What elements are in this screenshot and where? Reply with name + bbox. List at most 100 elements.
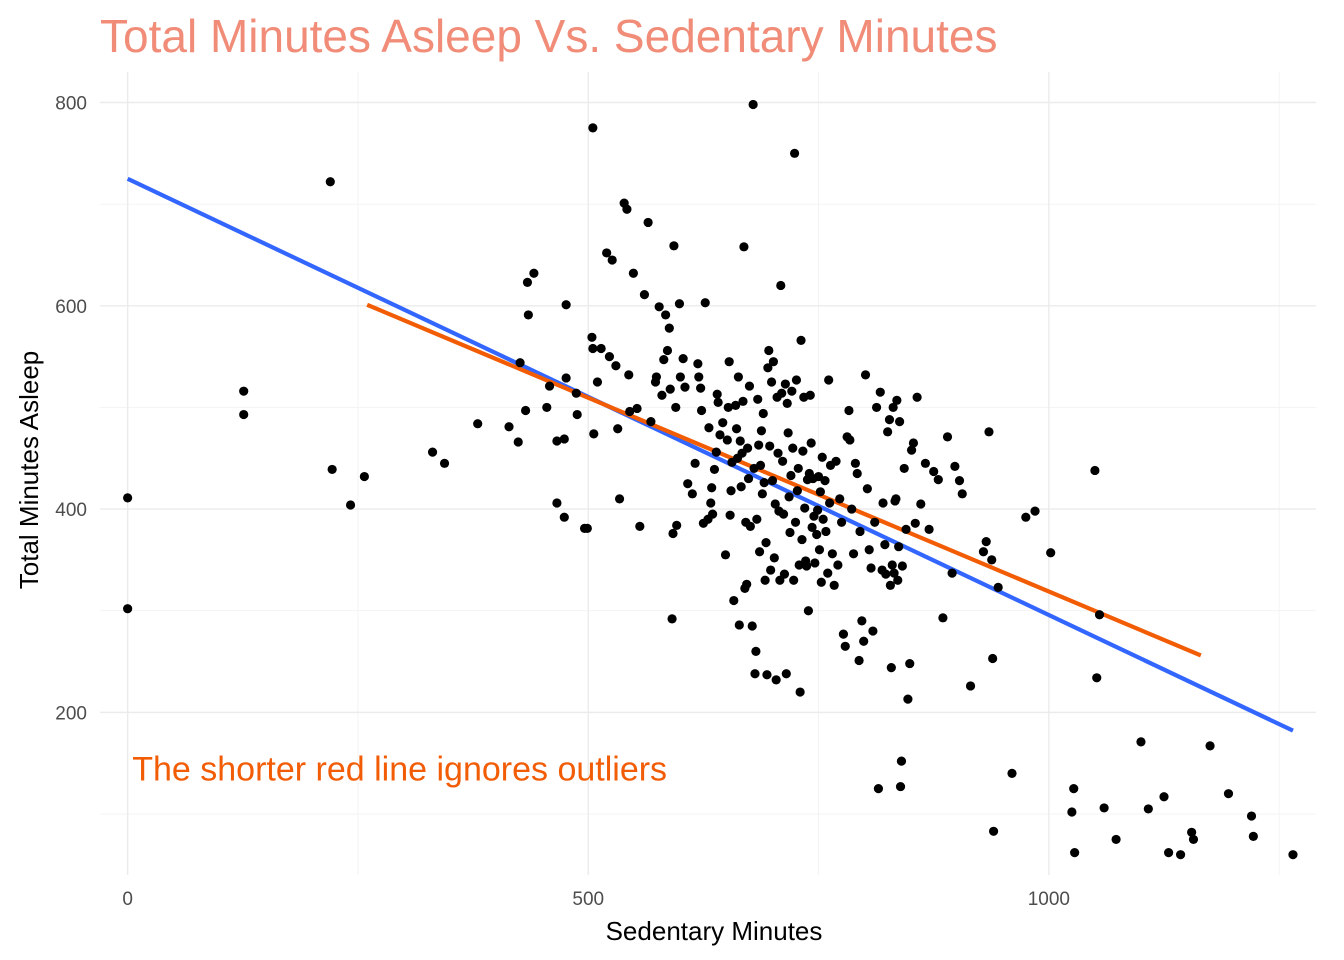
data-point bbox=[816, 577, 826, 587]
data-point bbox=[694, 372, 704, 382]
data-point bbox=[792, 486, 802, 496]
data-point bbox=[785, 527, 795, 538]
data-point bbox=[1046, 548, 1056, 558]
data-point bbox=[654, 302, 664, 312]
data-point bbox=[708, 509, 718, 519]
data-point bbox=[773, 448, 783, 458]
data-point bbox=[903, 694, 913, 704]
data-point bbox=[783, 428, 793, 438]
data-point bbox=[787, 386, 797, 396]
data-point bbox=[622, 204, 632, 214]
data-point bbox=[798, 446, 808, 456]
data-point bbox=[659, 355, 669, 365]
data-point bbox=[529, 268, 539, 278]
data-point bbox=[840, 641, 850, 651]
chart-title: Total Minutes Asleep Vs. Sedentary Minut… bbox=[100, 10, 997, 62]
tick-labels: 0 500 1000 200 400 600 800 bbox=[55, 93, 1070, 910]
data-point bbox=[665, 384, 675, 394]
data-point bbox=[552, 498, 562, 508]
data-point bbox=[857, 616, 867, 626]
data-point bbox=[763, 363, 773, 373]
data-point bbox=[561, 373, 571, 383]
data-point bbox=[643, 217, 653, 228]
data-point bbox=[836, 517, 847, 527]
data-point bbox=[862, 484, 872, 494]
data-point bbox=[427, 447, 438, 457]
data-point bbox=[542, 402, 552, 413]
data-point bbox=[988, 653, 998, 664]
data-point bbox=[895, 781, 906, 792]
data-point bbox=[850, 458, 860, 468]
y-tick-label: 200 bbox=[55, 703, 87, 724]
data-point bbox=[833, 560, 843, 570]
data-point bbox=[933, 474, 943, 485]
data-point bbox=[807, 522, 817, 532]
data-point bbox=[709, 464, 720, 475]
data-point bbox=[827, 549, 837, 559]
data-point bbox=[823, 568, 833, 578]
data-point bbox=[817, 452, 827, 462]
data-point bbox=[731, 424, 742, 434]
data-point bbox=[614, 494, 625, 504]
data-point bbox=[789, 575, 799, 585]
data-point bbox=[993, 582, 1003, 592]
data-point bbox=[726, 486, 736, 496]
data-point bbox=[896, 756, 907, 766]
data-point bbox=[588, 343, 598, 354]
data-point bbox=[522, 277, 533, 288]
data-point bbox=[801, 561, 812, 571]
data-point bbox=[123, 493, 133, 503]
data-point bbox=[675, 372, 685, 382]
data-point bbox=[712, 389, 722, 399]
data-point bbox=[1090, 465, 1100, 476]
data-point bbox=[821, 526, 831, 537]
data-point bbox=[1070, 848, 1080, 858]
data-point bbox=[806, 438, 816, 448]
data-point bbox=[778, 509, 789, 519]
data-point bbox=[604, 352, 615, 362]
data-point bbox=[957, 489, 967, 499]
data-point bbox=[745, 521, 755, 531]
data-point bbox=[1094, 610, 1105, 620]
data-point bbox=[780, 379, 790, 389]
data-point bbox=[905, 658, 915, 669]
data-point bbox=[829, 580, 839, 590]
data-point bbox=[625, 406, 635, 417]
data-point bbox=[720, 550, 731, 560]
data-point bbox=[735, 436, 745, 446]
data-point bbox=[700, 298, 710, 308]
data-point bbox=[844, 405, 854, 416]
data-point bbox=[878, 498, 888, 508]
data-point bbox=[758, 408, 768, 419]
data-point bbox=[733, 372, 744, 382]
data-point bbox=[674, 299, 685, 309]
data-point bbox=[766, 377, 777, 387]
data-point bbox=[513, 437, 523, 447]
data-point bbox=[824, 375, 834, 385]
data-point bbox=[725, 510, 735, 520]
data-point bbox=[1067, 807, 1077, 817]
data-point bbox=[635, 521, 645, 531]
data-point bbox=[628, 268, 638, 278]
data-point bbox=[978, 547, 989, 557]
data-point bbox=[607, 255, 617, 265]
y-tick-label: 800 bbox=[55, 93, 87, 114]
data-point bbox=[751, 646, 761, 656]
data-point bbox=[767, 476, 778, 486]
data-point bbox=[345, 500, 356, 510]
x-tick-label: 0 bbox=[122, 889, 133, 910]
data-point bbox=[1187, 827, 1197, 837]
data-point bbox=[831, 456, 841, 466]
data-point bbox=[744, 381, 755, 391]
data-point bbox=[924, 524, 934, 535]
data-point bbox=[895, 417, 905, 427]
data-point bbox=[770, 499, 780, 509]
data-point bbox=[884, 415, 895, 425]
data-point bbox=[881, 569, 891, 579]
data-point bbox=[847, 504, 857, 514]
data-point bbox=[718, 418, 728, 428]
data-point bbox=[825, 498, 835, 508]
data-point bbox=[664, 323, 674, 333]
data-point bbox=[1205, 741, 1215, 751]
data-point bbox=[671, 402, 681, 413]
